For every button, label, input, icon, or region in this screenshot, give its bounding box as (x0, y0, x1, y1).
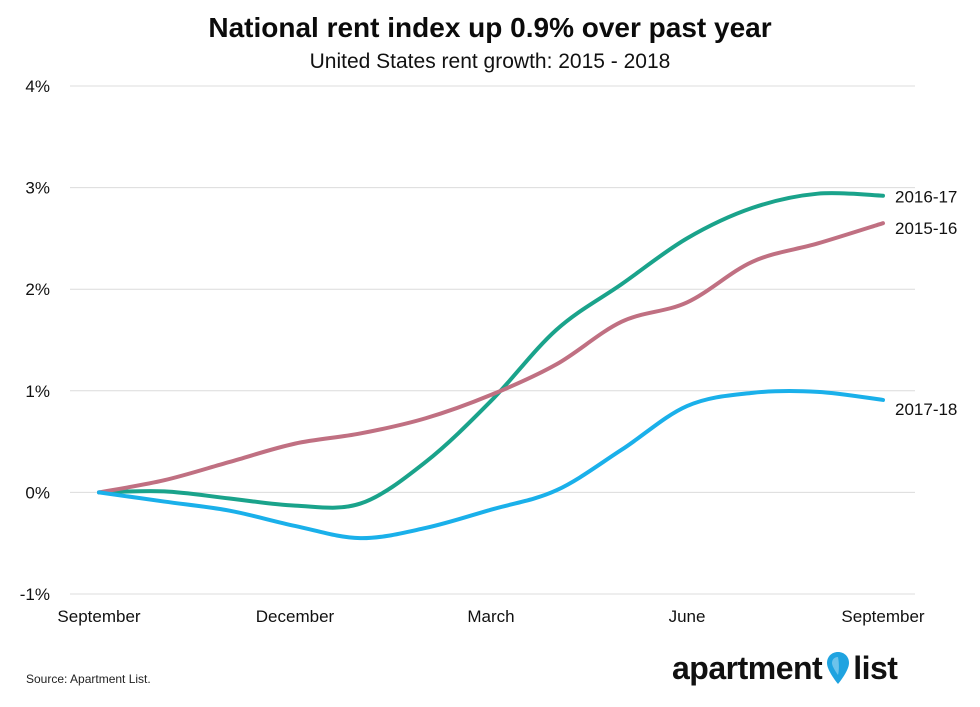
logo-word-list: list (853, 649, 898, 686)
series-lines (97, 191, 885, 541)
series-line-2016-17 (97, 191, 885, 510)
series-labels: 2016-17 2015-16 2017-18 (895, 188, 957, 419)
y-tick-label: 0% (25, 483, 50, 502)
x-axis-tick-labels: September December March June September (57, 607, 924, 626)
y-tick-label: -1% (20, 585, 50, 604)
series-label-2017-18: 2017-18 (895, 400, 957, 419)
series-label-2015-16: 2015-16 (895, 219, 957, 238)
y-axis-tick-labels: 4% 3% 2% 1% 0% -1% (20, 77, 50, 604)
apartment-list-logo: apartment list (672, 648, 898, 688)
source-note: Source: Apartment List. (26, 672, 151, 686)
x-tick-label: September (841, 607, 924, 626)
series-line-2015-16 (97, 221, 885, 495)
map-pin-icon (827, 652, 850, 684)
x-tick-label: December (256, 607, 335, 626)
series-line-2017-18 (97, 388, 885, 541)
chart-subtitle: United States rent growth: 2015 - 2018 (309, 50, 671, 73)
series-label-2016-17: 2016-17 (895, 188, 957, 207)
y-tick-label: 3% (25, 179, 50, 198)
chart-title: National rent index up 0.9% over past ye… (208, 12, 772, 43)
logo-word-apartment: apartment (672, 649, 823, 686)
x-tick-label: September (57, 607, 140, 626)
y-tick-label: 2% (25, 280, 50, 299)
gridlines (70, 85, 915, 595)
y-tick-label: 1% (25, 382, 50, 401)
x-tick-label: March (467, 607, 514, 626)
y-tick-label: 4% (25, 77, 50, 96)
x-tick-label: June (669, 607, 706, 626)
